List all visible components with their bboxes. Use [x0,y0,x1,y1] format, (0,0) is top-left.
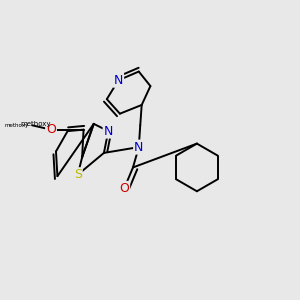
Text: methoxy: methoxy [5,123,29,128]
Text: N: N [103,124,113,138]
Text: O: O [119,182,129,195]
Text: O: O [46,123,56,136]
Text: N: N [134,141,143,154]
Text: N: N [114,74,123,87]
Text: S: S [74,168,82,181]
Text: methoxy: methoxy [20,121,51,127]
